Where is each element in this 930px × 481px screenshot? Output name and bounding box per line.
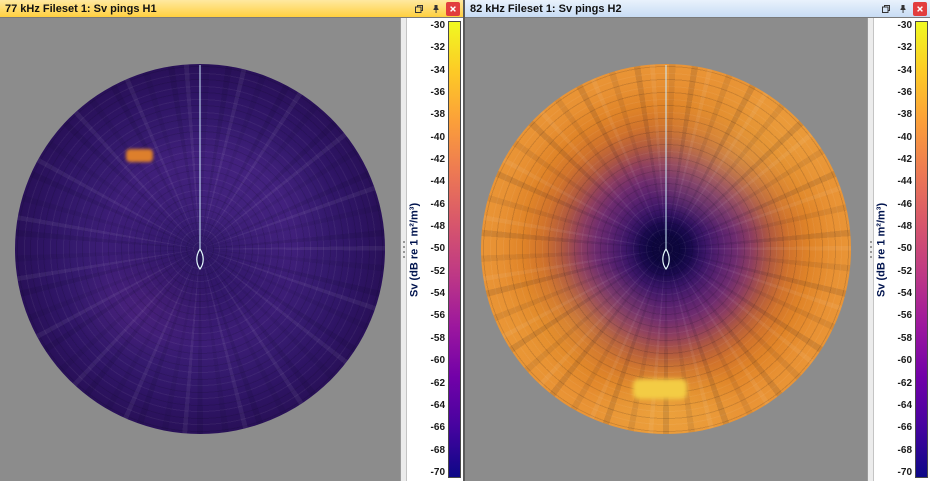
sv-tick-label: -62 (430, 377, 445, 389)
sv-tick-label: -44 (430, 176, 445, 188)
splitter-grip (869, 241, 872, 258)
colorbar-gradient (915, 21, 928, 478)
sv-tick-label: -58 (897, 332, 912, 344)
sonar-circle-82khz (481, 64, 851, 434)
window-controls (412, 1, 460, 16)
sv-tick-label: -70 (430, 466, 445, 478)
sv-tick-label: -40 (897, 131, 912, 143)
sv-tick-label: -56 (897, 310, 912, 322)
sv-tick-label: -42 (897, 154, 912, 166)
sv-tick-label: -38 (897, 109, 912, 121)
sv-tick-label: -52 (430, 265, 445, 277)
splitter-grip (402, 241, 405, 258)
sv-tick-labels: -30 -32 -34 -36 -38 -40 -42 -44 -46 -48 -50 -52 -54 -… (422, 21, 448, 478)
sv-tick-label: -54 (430, 288, 445, 300)
sv-tick-label: -40 (430, 131, 445, 143)
sv-tick-label: -50 (430, 243, 445, 255)
sonar-display-82khz[interactable] (465, 18, 867, 481)
sv-tick-label: -66 (897, 422, 912, 434)
sv-tick-label: -34 (430, 64, 445, 76)
panel-titlebar-82khz[interactable]: 82 kHz Fileset 1: Sv pings H2 (465, 0, 930, 18)
panel-title: 82 kHz Fileset 1: Sv pings H2 (470, 2, 622, 15)
sv-tick-label: -48 (897, 221, 912, 233)
sv-tick-label: -34 (897, 64, 912, 76)
sv-tick-label: -54 (897, 288, 912, 300)
window-controls (879, 1, 927, 16)
sv-tick-label: -50 (897, 243, 912, 255)
heading-line-and-vessel-marker (662, 65, 670, 271)
echo-patch (126, 149, 153, 163)
beam-sector-texture (481, 64, 851, 434)
sv-tick-label: -60 (897, 355, 912, 367)
range-ring-texture (15, 64, 385, 434)
sv-tick-label: -58 (430, 332, 445, 344)
panel-title: 77 kHz Fileset 1: Sv pings H1 (5, 2, 157, 15)
sv-color-scale: Sv (dB re 1 m²/m³) -30 -32 -34 -36 -38 -40 -42… (407, 18, 463, 481)
sv-tick-label: -52 (897, 265, 912, 277)
sv-tick-label: -38 (430, 109, 445, 121)
pin-button[interactable] (896, 2, 910, 16)
range-ring-texture (481, 64, 851, 434)
pane-splitter[interactable] (400, 18, 407, 481)
sv-tick-label: -68 (430, 444, 445, 456)
panel-content: Sv (dB re 1 m²/m³) -30 -32 -34 -36 -38 -40 -42… (0, 18, 463, 481)
sv-tick-label: -68 (897, 444, 912, 456)
echo-patch (632, 378, 687, 399)
sv-tick-label: -36 (430, 87, 445, 99)
sv-tick-label: -46 (897, 198, 912, 210)
sv-tick-label: -62 (897, 377, 912, 389)
sv-tick-label: -44 (897, 176, 912, 188)
heading-line-and-vessel-marker (196, 65, 204, 271)
sv-tick-label: -32 (897, 42, 912, 54)
pin-button[interactable] (429, 2, 443, 16)
sv-axis-label: Sv (dB re 1 m²/m³) (408, 202, 421, 297)
sv-tick-label: -64 (430, 399, 445, 411)
sv-axis-label: Sv (dB re 1 m²/m³) (875, 202, 888, 297)
sv-color-scale: Sv (dB re 1 m²/m³) -30 -32 -34 -36 -38 -40 -42… (874, 18, 930, 481)
restore-button[interactable] (412, 2, 426, 16)
sv-tick-label: -66 (430, 422, 445, 434)
sv-tick-label: -56 (430, 310, 445, 322)
sv-tick-label: -36 (897, 87, 912, 99)
panel-82khz: 82 kHz Fileset 1: Sv pings H2 (465, 0, 930, 481)
sv-tick-label: -70 (897, 466, 912, 478)
sv-tick-label: -64 (897, 399, 912, 411)
panel-titlebar-77khz[interactable]: 77 kHz Fileset 1: Sv pings H1 (0, 0, 463, 18)
sonar-display-77khz[interactable] (0, 18, 400, 481)
sv-tick-label: -60 (430, 355, 445, 367)
sv-tick-labels: -30 -32 -34 -36 -38 -40 -42 -44 -46 -48 -50 -52 -54 -… (889, 21, 915, 478)
colorbar-gradient (448, 21, 461, 478)
beam-sector-texture (15, 64, 385, 434)
panel-content: Sv (dB re 1 m²/m³) -30 -32 -34 -36 -38 -40 -42… (465, 18, 930, 481)
sv-tick-label: -30 (897, 20, 912, 31)
sonar-circle-77khz (15, 64, 385, 434)
panel-77khz: 77 kHz Fileset 1: Sv pings H1 (0, 0, 465, 481)
sv-tick-label: -48 (430, 221, 445, 233)
sv-tick-label: -46 (430, 198, 445, 210)
sv-tick-label: -32 (430, 42, 445, 54)
close-button[interactable] (446, 1, 460, 16)
close-button[interactable] (913, 1, 927, 16)
restore-button[interactable] (879, 2, 893, 16)
sv-tick-label: -42 (430, 154, 445, 166)
pane-splitter[interactable] (867, 18, 874, 481)
sv-tick-label: -30 (430, 20, 445, 31)
